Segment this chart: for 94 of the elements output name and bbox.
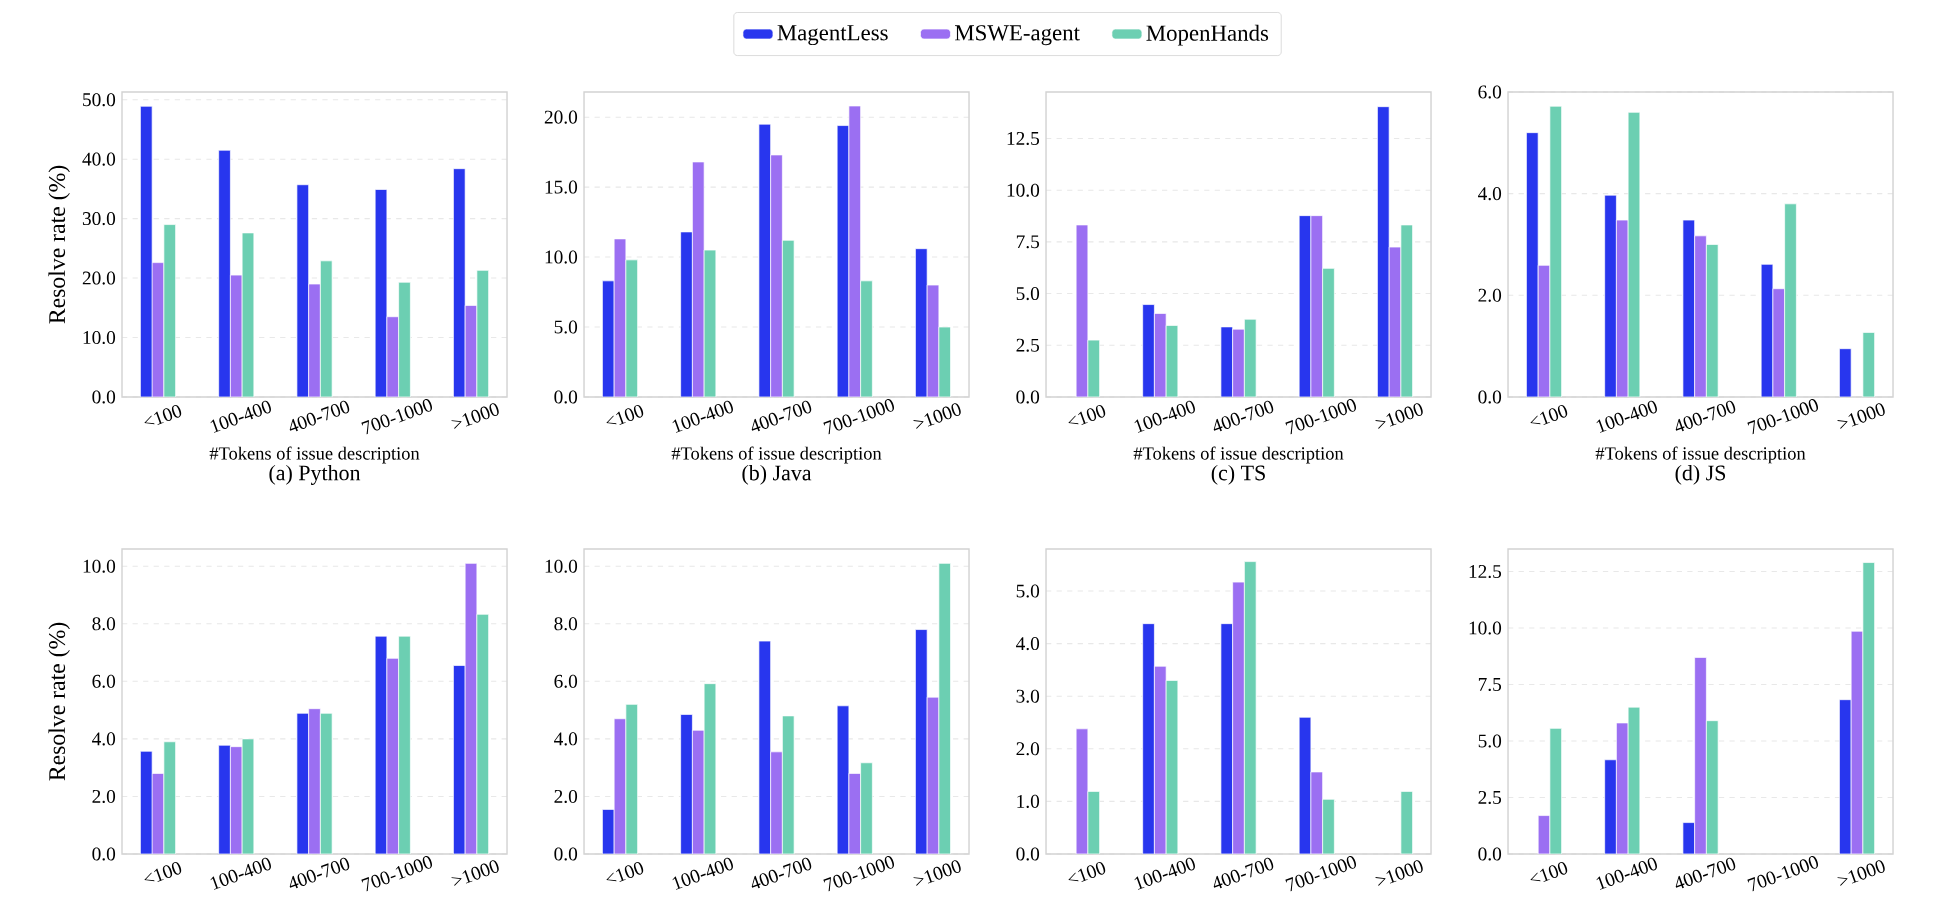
y-tick-label: 10.0 xyxy=(83,330,116,345)
x-tick-label: 400-700 xyxy=(751,857,812,889)
y-tick-label: 0.0 xyxy=(1016,390,1040,404)
x-tick-label: >1000 xyxy=(451,860,499,886)
legend-label: MopenHands xyxy=(1146,24,1269,46)
y-tick-label: 15.0 xyxy=(545,180,578,194)
y-tick-label: 0.0 xyxy=(1478,390,1502,404)
y-tick-label: 0.0 xyxy=(92,390,116,404)
text: (b) Java xyxy=(742,464,812,485)
x-tick-label: >1000 xyxy=(1837,860,1885,886)
y-tick-label: 2.5 xyxy=(1016,338,1040,352)
text: (a) Python xyxy=(269,464,361,485)
x-tick-label: <100 xyxy=(1530,404,1568,425)
text: (c) TS xyxy=(1211,464,1265,485)
x-tick-label: 400-700 xyxy=(289,857,350,889)
y-tick-label: 50.0 xyxy=(83,93,116,107)
bar xyxy=(1862,332,1875,397)
bar xyxy=(860,762,873,854)
x-tick-label: <100 xyxy=(1068,404,1106,425)
y-tick-label: 4.0 xyxy=(92,732,116,746)
y-tick-label: 30.0 xyxy=(82,212,116,226)
y-tick-label: 0.0 xyxy=(554,847,578,861)
bar xyxy=(1232,581,1245,854)
bar xyxy=(770,751,783,854)
y-tick-label: 6.0 xyxy=(1478,85,1502,99)
y-tick-label: 0.0 xyxy=(92,847,116,861)
y-tick-label: 0.0 xyxy=(554,390,578,404)
y-tick-label: 2.0 xyxy=(1478,288,1502,302)
y-tick-label: 5.0 xyxy=(1016,287,1040,301)
y-tick-label: 4.0 xyxy=(1016,637,1040,651)
y-tick-label: 12.5 xyxy=(1007,131,1040,146)
x-tick-label: 400-700 xyxy=(1675,400,1736,432)
bar xyxy=(1694,657,1707,854)
bar xyxy=(860,280,873,397)
y-axis-title: Resolve rate (%) xyxy=(48,622,70,781)
y-tick-label: 2.0 xyxy=(92,789,116,804)
y-tick-label: 2.0 xyxy=(554,789,578,804)
x-tick-label: >1000 xyxy=(1837,403,1885,429)
x-tick-label: >1000 xyxy=(913,860,961,886)
y-tick-label: 0.0 xyxy=(1016,847,1040,861)
x-tick-label: >1000 xyxy=(913,403,961,429)
y-axis-title: Resolve rate (%) xyxy=(48,165,70,324)
x-tick-label: <100 xyxy=(606,861,644,882)
y-tick-label: 3.0 xyxy=(1016,689,1040,703)
y-tick-label: 8.0 xyxy=(92,617,116,631)
y-tick-label: 4.0 xyxy=(1478,187,1502,201)
y-tick-label: 40.0 xyxy=(82,152,116,166)
y-tick-label: 7.5 xyxy=(1478,678,1502,692)
y-tick-label: 2.5 xyxy=(1478,790,1502,805)
y-tick-label: 4.0 xyxy=(554,732,578,746)
y-tick-label: 20.0 xyxy=(544,110,578,124)
x-tick-label: <100 xyxy=(606,404,644,425)
y-tick-label: 1.0 xyxy=(1017,794,1040,808)
y-tick-label: 2.0 xyxy=(1016,742,1040,756)
y-tick-label: 10.0 xyxy=(83,559,116,573)
bar xyxy=(1322,268,1335,397)
text: (d) JS xyxy=(1675,464,1726,485)
y-tick-label: 7.5 xyxy=(1016,235,1040,249)
x-tick-label: <100 xyxy=(144,404,182,425)
x-tick-label: <100 xyxy=(1530,861,1568,882)
y-tick-label: 5.0 xyxy=(554,320,578,334)
y-tick-label: 10.0 xyxy=(545,250,578,264)
legend-label: MagentLess xyxy=(777,25,888,46)
x-tick-label: <100 xyxy=(144,861,182,882)
legend-label: MSWE-agent xyxy=(955,25,1080,46)
bar xyxy=(1232,328,1245,397)
x-axis-title: #Tokens of issue description xyxy=(1133,446,1344,464)
y-tick-label: 20.0 xyxy=(82,271,116,285)
y-tick-label: 6.0 xyxy=(554,674,578,688)
x-axis-title: #Tokens of issue description xyxy=(671,446,882,464)
x-tick-label: 400-700 xyxy=(1213,400,1274,432)
y-tick-label: 0.0 xyxy=(1478,847,1502,861)
y-tick-label: 6.0 xyxy=(92,674,116,688)
y-tick-label: 10.0 xyxy=(1469,621,1502,635)
y-tick-label: 10.0 xyxy=(545,559,578,573)
x-tick-label: 400-700 xyxy=(751,400,812,432)
y-tick-label: 5.0 xyxy=(1016,584,1040,598)
bar xyxy=(770,154,783,397)
x-axis-title: #Tokens of issue description xyxy=(209,446,420,464)
x-tick-label: >1000 xyxy=(1375,403,1423,429)
y-tick-label: 8.0 xyxy=(554,617,578,631)
y-tick-label: 5.0 xyxy=(1478,734,1502,748)
bar xyxy=(1839,348,1852,397)
x-tick-label: 400-700 xyxy=(289,400,350,432)
x-tick-label: 400-700 xyxy=(1213,857,1274,889)
x-axis-title: #Tokens of issue description xyxy=(1595,446,1806,464)
y-tick-label: 12.5 xyxy=(1469,565,1502,579)
bar xyxy=(1322,798,1335,854)
x-tick-label: <100 xyxy=(1068,861,1106,882)
bar xyxy=(1694,235,1707,397)
x-tick-label: >1000 xyxy=(1375,860,1423,886)
x-tick-label: 400-700 xyxy=(1675,857,1736,889)
x-tick-label: >1000 xyxy=(451,403,499,429)
y-tick-label: 10.0 xyxy=(1007,183,1040,197)
